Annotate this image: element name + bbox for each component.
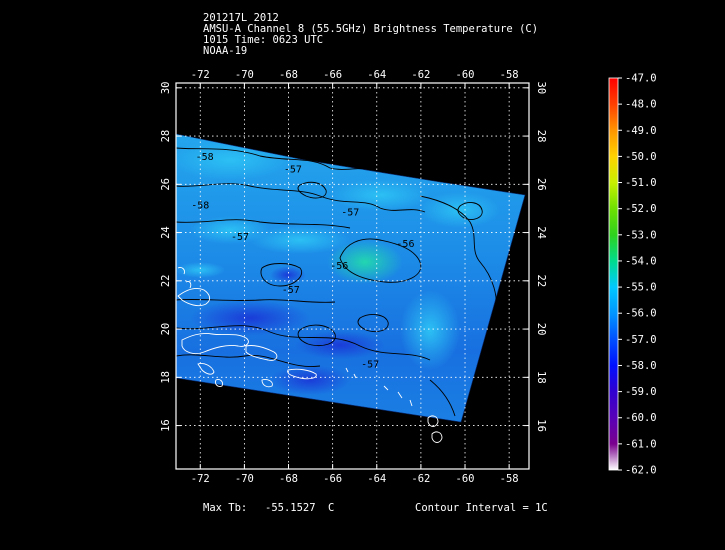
lon-label-bottom: -70	[235, 473, 254, 485]
colorbar-label: -47.0	[625, 73, 657, 85]
contour-label: -57	[284, 164, 302, 175]
lat-label-right: 18	[535, 371, 547, 384]
colorbar-scale	[608, 77, 619, 471]
lon-label-bottom: -62	[411, 473, 430, 485]
lat-label-right: 22	[535, 274, 547, 287]
contour-labels: -58 -58 -57 -57 -57 -56 -56 -57 -57	[191, 152, 414, 370]
title-line-2: AMSU-A Channel 8 (55.5GHz) Brightness Te…	[203, 23, 539, 35]
lat-label-right: 24	[535, 226, 547, 239]
contour-interval: Contour Interval = 1C	[415, 502, 548, 514]
lon-label-top: -58	[500, 69, 519, 81]
colorbar-label: -49.0	[625, 125, 657, 137]
contour-label: -56	[330, 261, 348, 272]
data-swath: -58 -58 -57 -57 -57 -56 -56 -57 -57	[176, 83, 529, 469]
colorbar-label: -51.0	[625, 177, 657, 189]
lon-label-top: -62	[411, 69, 430, 81]
colorbar-label: -48.0	[625, 99, 657, 111]
colorbar-label: -60.0	[625, 412, 657, 424]
lat-label-left: 18	[160, 371, 172, 384]
lat-label-left: 16	[160, 419, 172, 432]
lon-label-bottom: -72	[191, 473, 210, 485]
lat-label-right: 30	[535, 81, 547, 94]
lat-label-right: 20	[535, 323, 547, 336]
lon-label-bottom: -60	[456, 473, 475, 485]
colorbar: -47.0 -48.0 -49.0 -50.0 -51.0 -52.0 -53.0 -54.0…	[608, 73, 657, 477]
colorbar-label: -62.0	[625, 465, 657, 477]
max-tb-value: -55.1527	[265, 502, 316, 514]
coastlines	[177, 267, 443, 443]
contour-label: -57	[341, 208, 359, 219]
contour-lines	[176, 147, 497, 417]
lon-label-bottom: -58	[500, 473, 519, 485]
max-tb-label: Max Tb:	[203, 502, 248, 514]
lat-label-right: 26	[535, 178, 547, 191]
lon-label-top: -70	[235, 69, 254, 81]
lat-label-left: 24	[160, 226, 172, 239]
title-line-3: 1015 Time: 0623 UTC	[203, 34, 324, 46]
lat-label-left: 30	[160, 81, 172, 94]
colorbar-label: -58.0	[625, 360, 657, 372]
contour-label: -58	[191, 200, 209, 211]
colorbar-label: -61.0	[625, 438, 657, 450]
colorbar-label: -54.0	[625, 255, 657, 267]
colorbar-label: -55.0	[625, 282, 657, 294]
colorbar-label: -56.0	[625, 308, 657, 320]
max-tb-unit: C	[328, 502, 335, 514]
lon-label-top: -72	[191, 69, 210, 81]
lat-label-right: 28	[535, 130, 547, 143]
lon-label-top: -64	[367, 69, 386, 81]
lat-label-left: 28	[160, 130, 172, 143]
contour-label: -56	[396, 239, 414, 250]
lon-label-top: -60	[456, 69, 475, 81]
colorbar-label: -57.0	[625, 334, 657, 346]
lat-label-left: 22	[160, 274, 172, 287]
title-line-4: NOAA-19	[203, 45, 248, 57]
contour-label: -57	[231, 232, 249, 243]
title-line-1: 201217L 2012	[203, 12, 279, 24]
lon-label-bottom: -68	[279, 473, 298, 485]
lon-label-top: -66	[323, 69, 342, 81]
map-frame	[175, 82, 530, 470]
lon-label-bottom: -66	[323, 473, 342, 485]
colorbar-label: -53.0	[625, 229, 657, 241]
lon-label-bottom: -64	[367, 473, 386, 485]
colorbar-label: -59.0	[625, 386, 657, 398]
axis-ticks	[176, 83, 529, 469]
contour-label: -57	[361, 360, 379, 371]
axis-tick-labels: -72 -72 -70 -70 -68 -68 -66 -66 -64 -64 -62 -62 -60 -…	[160, 69, 547, 485]
lat-lon-grid	[176, 83, 529, 469]
lat-label-left: 26	[160, 178, 172, 191]
colorbar-label: -52.0	[625, 203, 657, 215]
lon-label-top: -68	[279, 69, 298, 81]
contour-label: -57	[282, 285, 300, 296]
lat-label-right: 16	[535, 419, 547, 432]
lat-label-left: 20	[160, 323, 172, 336]
colorbar-label: -50.0	[625, 151, 657, 163]
contour-label: -58	[196, 152, 214, 163]
